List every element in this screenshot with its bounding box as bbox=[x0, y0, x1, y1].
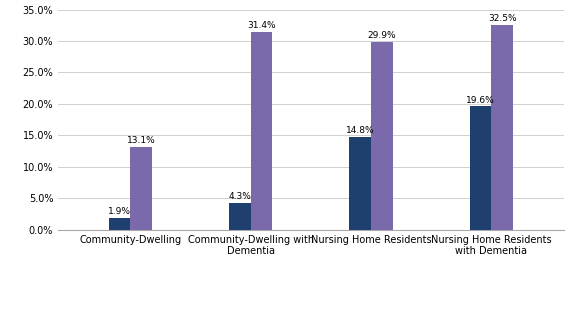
Text: 19.6%: 19.6% bbox=[466, 95, 495, 105]
Bar bbox=[349, 137, 371, 230]
Text: 14.8%: 14.8% bbox=[346, 126, 375, 135]
Bar bbox=[469, 107, 492, 230]
Text: 1.9%: 1.9% bbox=[108, 207, 131, 216]
Bar bbox=[250, 32, 272, 230]
Bar bbox=[492, 25, 513, 230]
Text: 13.1%: 13.1% bbox=[127, 137, 156, 145]
Bar bbox=[371, 42, 393, 230]
Text: 31.4%: 31.4% bbox=[247, 21, 276, 30]
Bar bbox=[109, 218, 130, 230]
Bar bbox=[130, 147, 152, 230]
Text: 32.5%: 32.5% bbox=[488, 14, 517, 23]
Text: 4.3%: 4.3% bbox=[228, 192, 251, 201]
Bar bbox=[229, 203, 250, 230]
Text: 29.9%: 29.9% bbox=[368, 31, 396, 40]
